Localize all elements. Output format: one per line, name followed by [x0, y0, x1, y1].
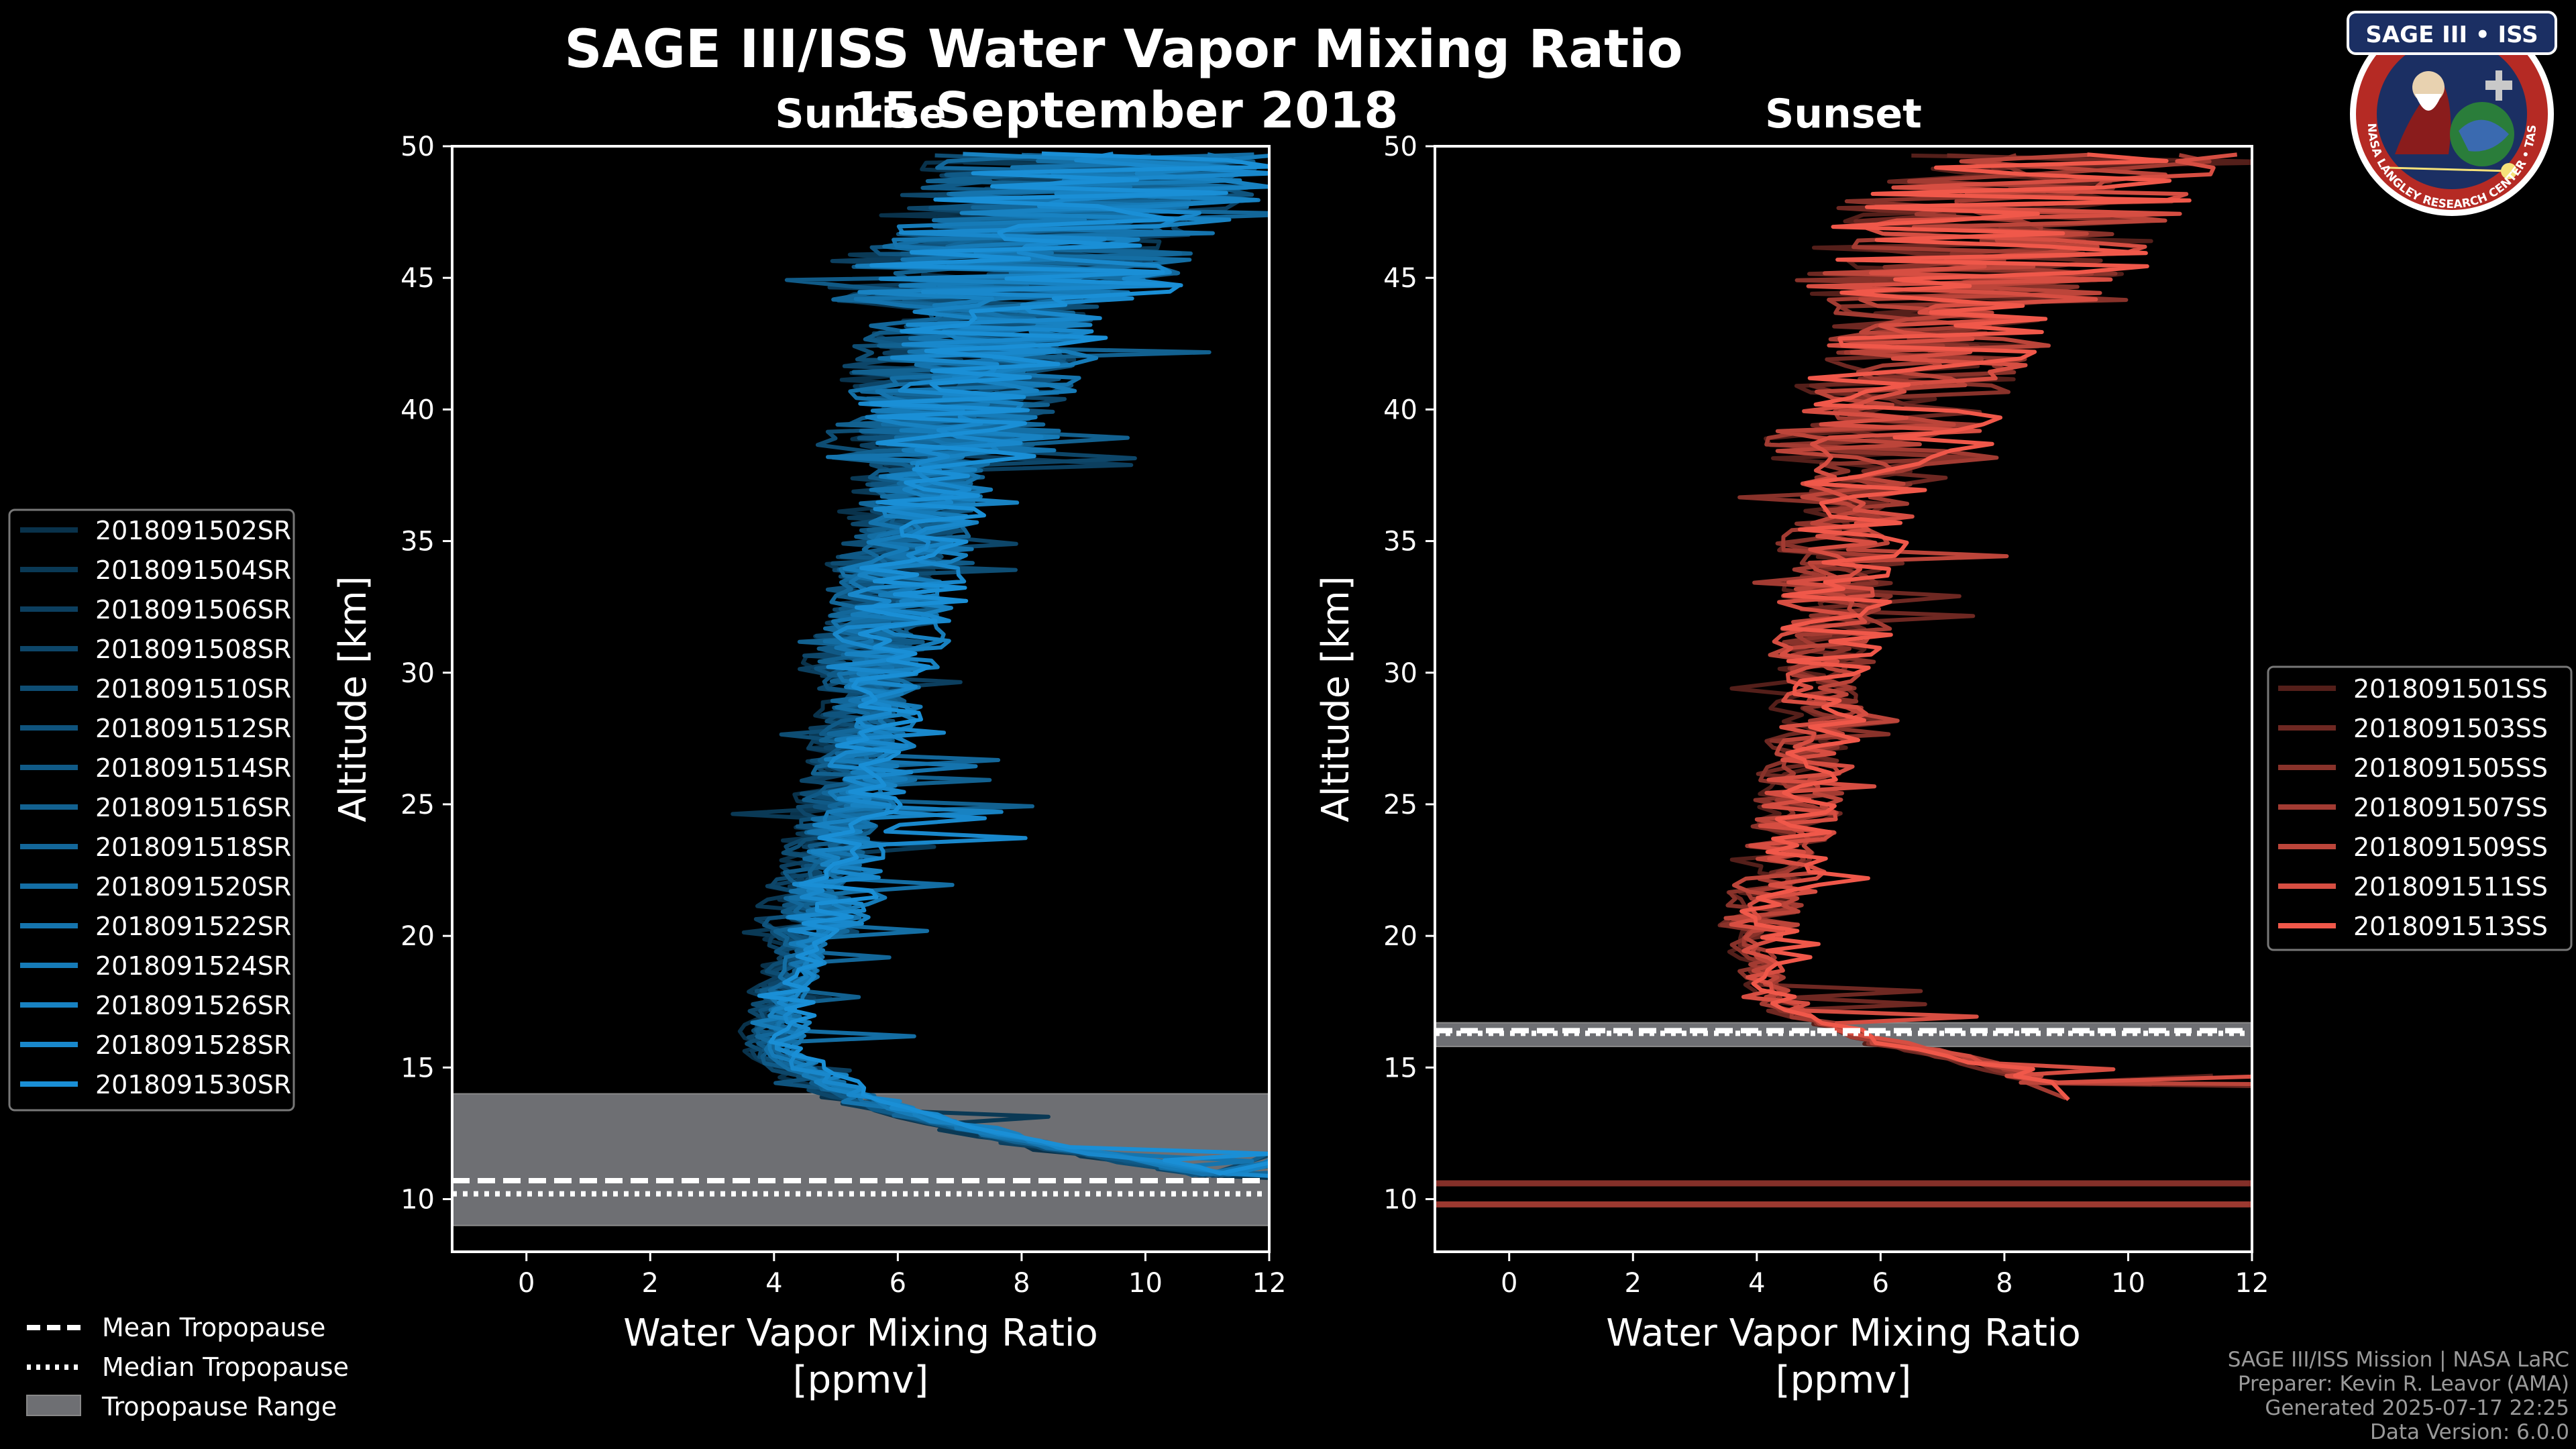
y-tick-label: 30 [400, 658, 435, 689]
x-axis-unit-label: [ppmv] [793, 1358, 928, 1402]
logo-title-text: SAGE III • ISS [2365, 21, 2538, 48]
x-tick-label: 10 [1128, 1268, 1163, 1299]
footer-preparer: Preparer: Kevin R. Leavor (AMA) [2238, 1372, 2569, 1396]
footer-mission: SAGE III/ISS Mission | NASA LaRC [2228, 1348, 2569, 1372]
x-tick-label: 8 [1013, 1268, 1030, 1299]
y-tick-label: 35 [400, 527, 435, 557]
y-tick-label: 25 [400, 790, 435, 820]
legend-entry-label: 2018091530SR [95, 1070, 291, 1099]
legend-entry-label: 2018091522SR [95, 912, 291, 941]
chart-title: SAGE III/ISS Water Vapor Mixing Ratio [564, 19, 1682, 80]
footer-generated: Generated 2025-07-17 22:25 [2265, 1396, 2569, 1420]
legend-entry-label: 2018091516SR [95, 793, 291, 822]
y-tick-label: 45 [400, 263, 435, 294]
legend-entry-label: 2018091507SS [2353, 793, 2548, 822]
legend-entry-label: 2018091513SS [2353, 912, 2548, 941]
y-tick-label: 40 [1383, 394, 1417, 425]
legend-entry-label: 2018091528SR [95, 1030, 291, 1060]
footer-credits: SAGE III/ISS Mission | NASA LaRC Prepare… [2228, 1348, 2569, 1444]
y-tick-label: 30 [1383, 658, 1417, 689]
y-tick-label: 35 [1383, 527, 1417, 557]
x-tick-label: 10 [2111, 1268, 2145, 1299]
legend-entry-label: 2018091502SR [95, 516, 291, 545]
x-tick-label: 2 [642, 1268, 659, 1299]
tropopause-legend: Mean Tropopause Median Tropopause Tropop… [26, 1313, 349, 1421]
y-axis-label: Altitude [km] [331, 576, 375, 822]
sunset-panel: 0 2 4 6 8 10 12 10 15 20 25 30 35 40 45 50 Water Vapor M… [1314, 131, 2269, 1402]
legend-entry-label: 2018091501SS [2353, 674, 2548, 704]
x-axis-label: Water Vapor Mixing Ratio [1606, 1311, 2080, 1355]
legend-entry-label: 2018091508SR [95, 635, 291, 664]
y-tick-label: 15 [1383, 1053, 1417, 1083]
x-tick-label: 8 [1996, 1268, 2012, 1299]
y-tick-label: 40 [400, 394, 435, 425]
profile-line-2018091505SS [1719, 153, 2152, 1087]
x-axis-unit-label: [ppmv] [1776, 1358, 1911, 1402]
plot-frame [1434, 145, 2253, 1253]
legend-entry-label: 2018091506SR [95, 595, 291, 625]
sunset-legend: 2018091501SS 2018091503SS 2018091505SS 2018… [2267, 665, 2573, 951]
tropopause-range-swatch [26, 1395, 81, 1416]
sunset-label: Sunset [1765, 91, 1922, 138]
y-tick-label: 10 [400, 1185, 435, 1216]
y-tick-label: 15 [400, 1053, 435, 1083]
median-tropopause-label: Median Tropopause [102, 1352, 349, 1382]
sunrise-panel: 0 2 4 6 8 10 12 10 15 20 25 30 35 40 45 50 Water Vapor M… [331, 131, 1287, 1402]
tropopause-range-label: Tropopause Range [101, 1392, 337, 1421]
profile-line-2018091526SR [767, 152, 1269, 1176]
x-tick-label: 4 [765, 1268, 782, 1299]
legend-entry-label: 2018091512SR [95, 714, 291, 743]
y-tick-label: 45 [1383, 263, 1417, 294]
legend-entry-label: 2018091514SR [95, 753, 291, 783]
legend-entry-label: 2018091520SR [95, 872, 291, 902]
y-tick-label: 20 [1383, 921, 1417, 952]
legend-entry-label: 2018091504SR [95, 555, 291, 585]
x-tick-label: 6 [890, 1268, 906, 1299]
x-tick-label: 0 [1501, 1268, 1517, 1299]
x-axis-label: Water Vapor Mixing Ratio [623, 1311, 1097, 1355]
legend-entry-label: 2018091503SS [2353, 714, 2548, 743]
y-tick-label: 20 [400, 921, 435, 952]
y-tick-label: 50 [400, 131, 435, 162]
legend-entry-label: 2018091505SS [2353, 753, 2548, 783]
footer-version: Data Version: 6.0.0 [2370, 1420, 2569, 1444]
legend-entry-label: 2018091526SR [95, 991, 291, 1020]
y-tick-label: 25 [1383, 790, 1417, 820]
legend-entry-label: 2018091518SR [95, 833, 291, 862]
y-axis-label: Altitude [km] [1314, 576, 1358, 822]
x-tick-label: 12 [1252, 1268, 1287, 1299]
plot-frame [451, 145, 1271, 1253]
chart-date: 15 September 2018 [849, 82, 1398, 140]
legend-entry-label: 2018091510SR [95, 674, 291, 704]
profile-line-2018091513SS [1739, 152, 2192, 1102]
legend-entry-label: 2018091509SS [2353, 833, 2548, 862]
y-tick-label: 10 [1383, 1185, 1417, 1216]
mean-tropopause-label: Mean Tropopause [102, 1313, 325, 1342]
x-tick-label: 12 [2235, 1268, 2269, 1299]
legend-entry-label: 2018091524SR [95, 951, 291, 981]
sunrise-label: Sunrise [775, 91, 946, 138]
legend-entry-label: 2018091511SS [2353, 872, 2548, 902]
profile-line-2018091530SR [757, 151, 1269, 1176]
x-tick-label: 4 [1748, 1268, 1765, 1299]
x-tick-label: 0 [518, 1268, 535, 1299]
x-tick-label: 2 [1625, 1268, 1642, 1299]
y-tick-label: 50 [1383, 131, 1417, 162]
x-tick-label: 6 [1872, 1268, 1889, 1299]
sunrise-legend: 2018091502SR 2018091504SR 2018091506SR 2018… [8, 508, 295, 1112]
